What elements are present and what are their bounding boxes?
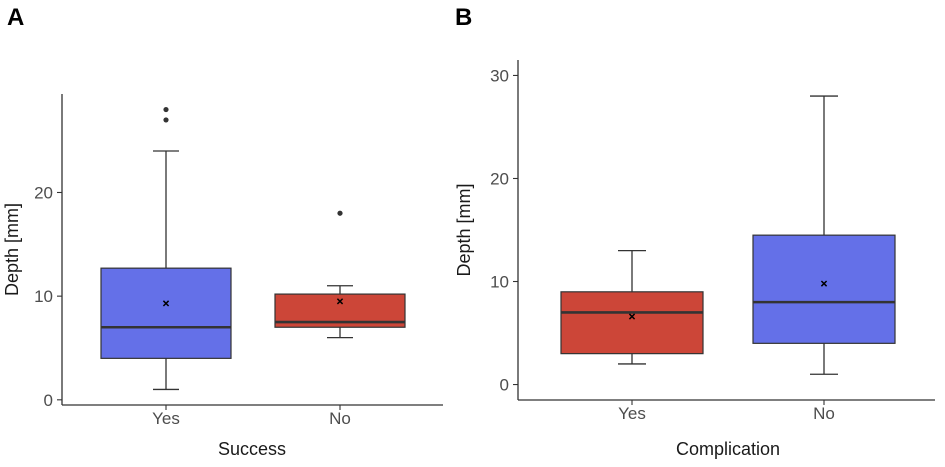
box-group-no xyxy=(274,210,406,339)
x-tick-label: No xyxy=(329,409,351,428)
x-tick-label: Yes xyxy=(618,404,646,423)
x-tick-label: No xyxy=(813,404,835,423)
y-tick-label: 10 xyxy=(34,287,53,306)
panel-label: A xyxy=(7,4,24,31)
outlier-point xyxy=(163,117,169,123)
mean-marker-stroke xyxy=(820,280,828,287)
box-group-yes xyxy=(560,249,704,365)
box-group-yes xyxy=(100,106,232,391)
panel-label: B xyxy=(455,4,472,31)
mean-marker-stroke xyxy=(162,300,170,307)
mean-marker xyxy=(628,313,636,320)
panel-b: B 0 10 20 30 Yes No Complication Depth [mm] xyxy=(454,4,935,459)
mean-marker xyxy=(162,300,170,307)
mean-marker-stroke xyxy=(628,313,636,320)
y-tick-label: 0 xyxy=(500,376,509,395)
mean-marker xyxy=(820,280,828,287)
mean-marker-stroke xyxy=(336,298,344,305)
x-axis-title: Complication xyxy=(676,439,780,459)
y-tick-label: 10 xyxy=(490,273,509,292)
y-axis-title: Depth [mm] xyxy=(2,203,22,296)
y-axis-title: Depth [mm] xyxy=(454,183,474,276)
outlier-point xyxy=(337,210,343,216)
box-iqr xyxy=(100,267,232,359)
box-iqr xyxy=(560,291,704,355)
y-tick-label: 20 xyxy=(490,169,509,188)
mean-marker xyxy=(336,298,344,305)
y-tick-label: 30 xyxy=(490,66,509,85)
y-tick-label: 20 xyxy=(34,183,53,202)
y-tick-label: 0 xyxy=(44,391,53,410)
x-tick-label: Yes xyxy=(152,409,180,428)
outlier-point xyxy=(163,106,169,113)
panel-a: A 0 10 20 Yes No Success Depth [mm] xyxy=(2,4,443,459)
box-group-no xyxy=(752,95,896,375)
box-iqr xyxy=(752,234,896,344)
x-axis-title: Success xyxy=(218,439,286,459)
